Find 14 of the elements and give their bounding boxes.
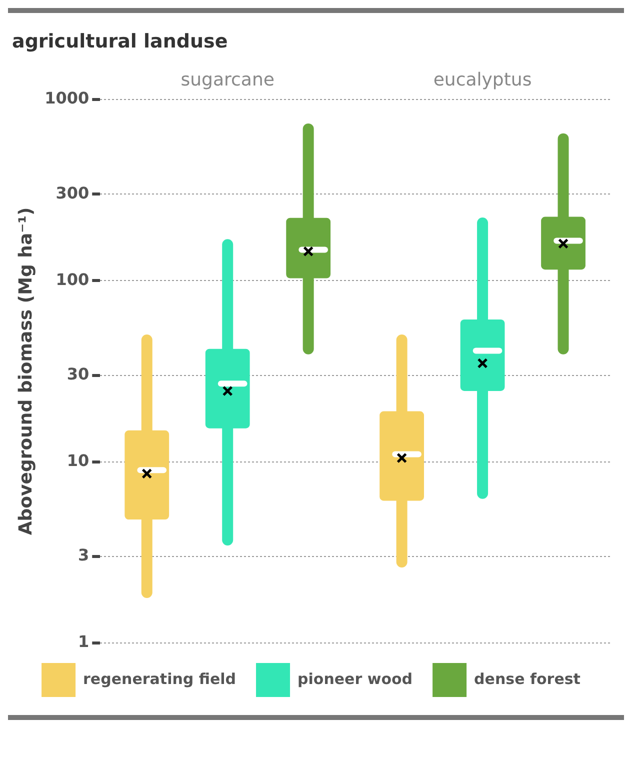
chart-title: agricultural landuse (12, 30, 228, 52)
x-tick-label: sugarcane (180, 69, 274, 90)
y-tick-label: 100 (56, 270, 90, 289)
x-tick-label: eucalyptus (433, 69, 532, 90)
legend-label: regenerating field (83, 670, 236, 688)
y-tick-label: 3 (78, 546, 90, 565)
y-axis-title: Aboveground biomass (Mg ha⁻¹) (15, 207, 36, 536)
y-tick-label: 1000 (44, 88, 90, 108)
y-tick-label: 10 (66, 450, 90, 470)
legend-label: dense forest (474, 670, 580, 688)
y-tick-label: 30 (66, 364, 90, 384)
y-tick-label: 1 (78, 632, 90, 652)
legend-label: pioneer wood (298, 670, 413, 688)
y-tick-label: 300 (56, 183, 90, 202)
